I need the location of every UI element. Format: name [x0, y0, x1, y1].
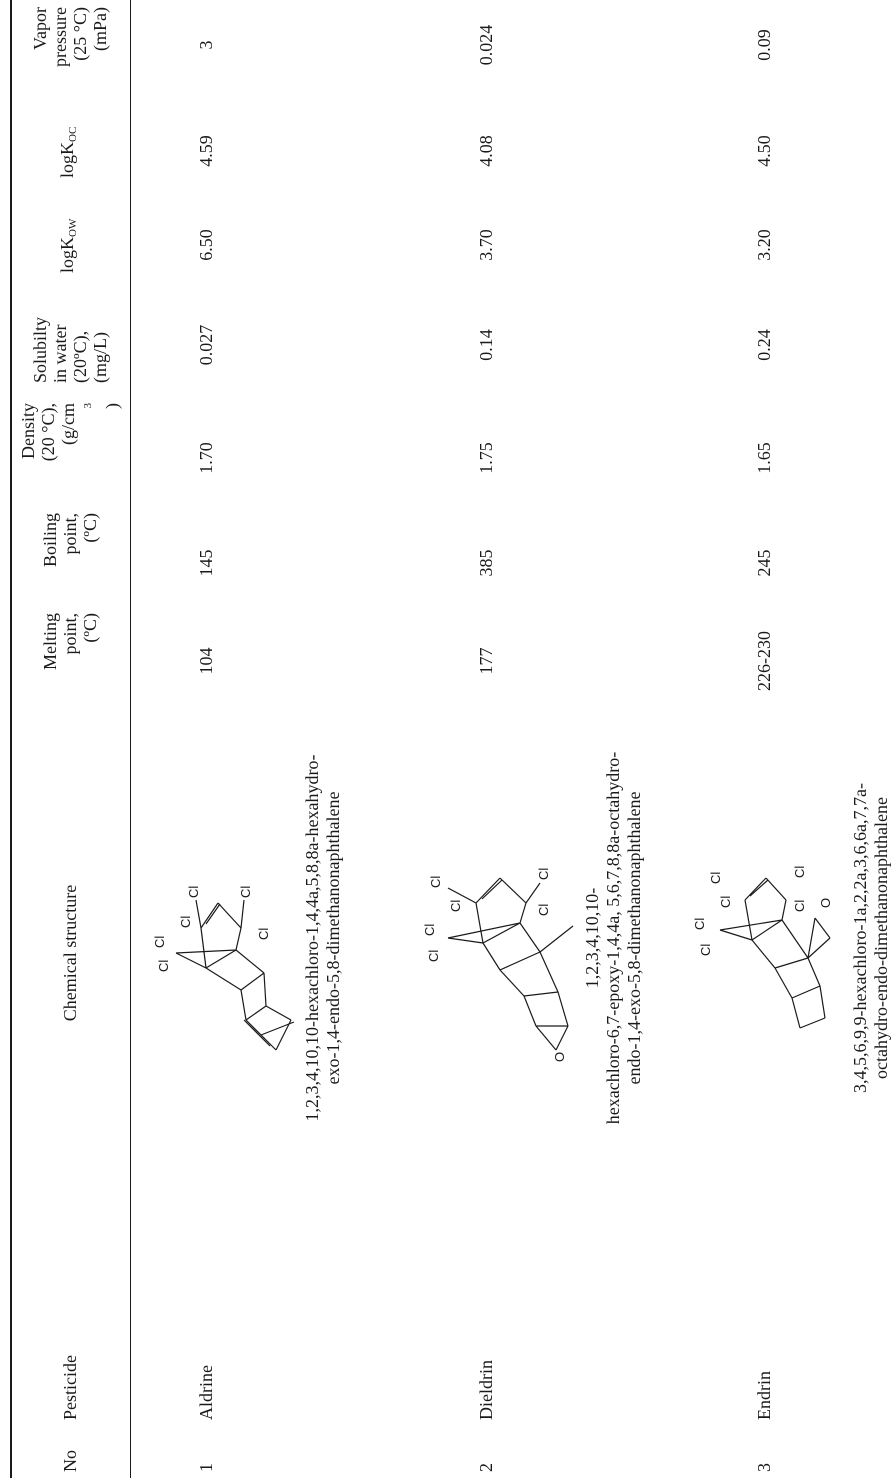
vapor-pressure: 0.024 — [476, 24, 496, 66]
chlorine-label: Cl — [422, 924, 437, 936]
chlorine-label: Cl — [792, 866, 807, 878]
melting-point: 104 — [196, 647, 216, 675]
pesticide-name: Endrin — [754, 1371, 774, 1420]
melting-point: 177 — [476, 647, 496, 675]
header-logkoc: logKOC — [57, 126, 79, 178]
header-melting-point: Melting point, (ºC) — [40, 613, 100, 670]
header-vapor-pressure: Vapor pressure (25 °C) (mPa) — [30, 7, 110, 67]
solubility: 0.24 — [754, 329, 774, 361]
header-density: Density (20 °C), (g/cm 3) — [18, 403, 122, 462]
boiling-point: 245 — [754, 549, 774, 577]
chlorine-label: Cl — [708, 872, 723, 884]
logkoc: 4.59 — [196, 135, 216, 167]
chlorine-label: Cl — [536, 868, 551, 880]
dieldrin-structure: O Cl Cl Cl Cl Cl Cl — [422, 868, 574, 1062]
boiling-point: 385 — [476, 549, 496, 577]
solubility: 0.14 — [476, 329, 496, 361]
oxygen-label: O — [818, 898, 833, 908]
chlorine-label: Cl — [536, 904, 551, 916]
chlorine-label: Cl — [178, 916, 193, 928]
oxygen-label: O — [552, 1052, 567, 1062]
iupac-name: 1,2,3,4,10,10-hexachloro-1,4,4a,5,8,8a-h… — [302, 754, 343, 1122]
row-number: 1 — [196, 1463, 216, 1472]
melting-point: 226-230 — [754, 631, 774, 691]
logkoc: 4.50 — [754, 135, 774, 167]
header-chemical-structure: Chemical structure — [60, 884, 80, 1022]
vapor-pressure: 3 — [196, 40, 216, 50]
chlorine-label: Cl — [152, 936, 167, 948]
pesticide-name: Aldrine — [196, 1365, 216, 1420]
header-solubility: Solubilty in water (20ºC), (mg/L) — [30, 316, 110, 383]
solubility: 0.027 — [196, 324, 216, 366]
table-header-rule — [130, 0, 131, 1478]
chlorine-label: Cl — [428, 876, 443, 888]
logkoc: 4.08 — [476, 135, 496, 167]
pesticide-name: Dieldrin — [476, 1360, 496, 1420]
chlorine-label: Cl — [718, 896, 733, 908]
header-boiling-point: Boiling point, (ºC) — [40, 513, 100, 568]
chlorine-label: Cl — [238, 886, 253, 898]
endrin-structure: O Cl Cl Cl Cl Cl Cl — [692, 866, 833, 1029]
logkow: 3.70 — [476, 229, 496, 261]
iupac-name: 3,4,5,6,9,9-hexachloro-1a,2,2a,3,6,6a,7,… — [850, 783, 891, 1093]
chlorine-label: Cl — [426, 950, 441, 962]
logkow: 3.20 — [754, 229, 774, 261]
table-top-rule — [10, 0, 12, 1478]
aldrine-structure: Cl Cl Cl Cl Cl Cl — [152, 886, 295, 1051]
header-logkow: logKOW — [57, 218, 79, 273]
row-number: 3 — [754, 1463, 774, 1472]
chlorine-label: Cl — [448, 900, 463, 912]
chlorine-label: Cl — [792, 900, 807, 912]
header-no: No — [60, 1450, 80, 1472]
density: 1.75 — [476, 442, 496, 474]
chlorine-label: Cl — [698, 944, 713, 956]
chlorine-label: Cl — [692, 918, 707, 930]
logkow: 6.50 — [196, 229, 216, 261]
chlorine-label: Cl — [256, 928, 271, 940]
chlorine-label: Cl — [156, 960, 171, 972]
boiling-point: 145 — [196, 549, 216, 577]
vapor-pressure: 0.09 — [754, 29, 774, 61]
chlorine-label: Cl — [186, 886, 201, 898]
iupac-name: 1,2,3,4,10,10- hexachloro-6,7-epoxy-1,4,… — [582, 751, 644, 1125]
density: 1.65 — [754, 442, 774, 474]
header-pesticide: Pesticide — [60, 1355, 80, 1420]
density: 1.70 — [196, 442, 216, 474]
row-number: 2 — [476, 1463, 496, 1472]
